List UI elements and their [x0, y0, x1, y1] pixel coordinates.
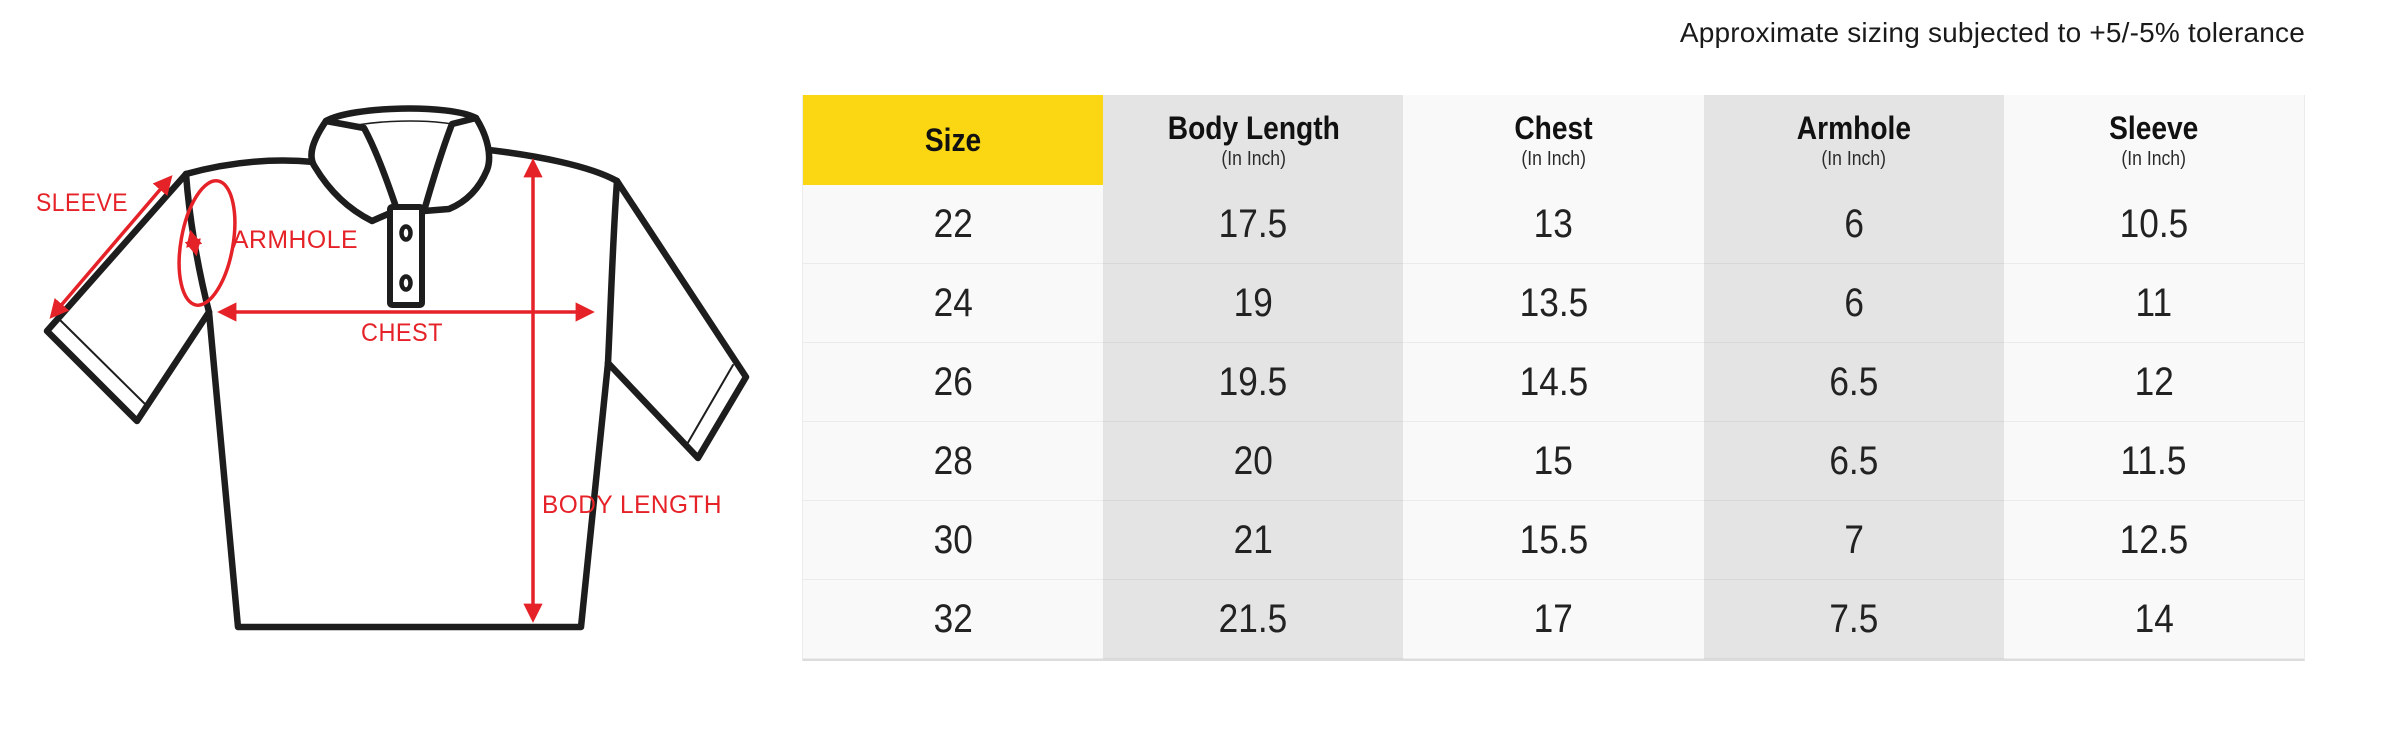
armhole-label: ARMHOLE	[232, 226, 358, 254]
collar-left-flap	[308, 117, 401, 225]
table-cell: 7.5	[1703, 580, 2004, 659]
table-cell: 12	[2003, 343, 2304, 422]
polo-shirt-diagram: SLEEVE ARMHOLE CHEST BODY LENGTH	[36, 105, 750, 631]
table-cell: 10.5	[2003, 185, 2304, 264]
armhole-measure-arrow	[184, 229, 203, 257]
table-cell: 21.5	[1103, 580, 1404, 659]
sleeve-label: SLEEVE	[36, 189, 128, 217]
collar-back	[322, 105, 480, 125]
table-cell: 21	[1103, 501, 1404, 580]
table-cell: 28	[803, 422, 1104, 501]
column-header-chest: Chest (In Inch)	[1403, 95, 1704, 185]
table-cell: 15	[1403, 422, 1704, 501]
right-cuff-seam	[685, 364, 734, 447]
table-cell: 20	[1103, 422, 1404, 501]
armhole-measure-ellipse	[177, 179, 237, 307]
table-cell: 13	[1403, 185, 1704, 264]
table-cell: 6	[1703, 185, 2004, 264]
column-header-body-length: Body Length (In Inch)	[1103, 95, 1404, 185]
table-cell: 19.5	[1103, 343, 1404, 422]
table-cell: 17	[1403, 580, 1704, 659]
size-table: Size Body Length (In Inch) Chest (In Inc…	[802, 95, 2305, 661]
body-outline	[205, 308, 612, 631]
table-cell: 24	[803, 264, 1104, 343]
shirt-outline	[43, 105, 750, 631]
table-cell: 11	[2003, 264, 2304, 343]
sleeve-measure-arrow	[49, 175, 173, 319]
collar-right-flap	[420, 114, 493, 215]
column-header-size: Size	[803, 95, 1104, 185]
table-cell: 6.5	[1703, 343, 2004, 422]
table-cell: 14	[2003, 580, 2304, 659]
table-cell: 7	[1703, 501, 2004, 580]
left-shoulder-line	[182, 157, 318, 178]
column-header-armhole: Armhole (In Inch)	[1703, 95, 2004, 185]
left-cuff-seam	[59, 319, 149, 408]
table-cell: 17.5	[1103, 185, 1404, 264]
table-cell: 14.5	[1403, 343, 1704, 422]
chest-label: CHEST	[361, 319, 443, 347]
body-length-label: BODY LENGTH	[542, 491, 722, 519]
right-shoulder-line	[476, 145, 621, 185]
column-header-sleeve: Sleeve (In Inch)	[2003, 95, 2304, 185]
table-cell: 32	[803, 580, 1104, 659]
table-cell: 13.5	[1403, 264, 1704, 343]
button-icon	[399, 274, 413, 292]
table-cell: 6	[1703, 264, 2004, 343]
table-cell: 15.5	[1403, 501, 1704, 580]
table-cell: 26	[803, 343, 1104, 422]
table-cell: 19	[1103, 264, 1404, 343]
right-sleeve	[604, 177, 750, 462]
table-cell: 22	[803, 185, 1104, 264]
table-cell: 6.5	[1703, 422, 2004, 501]
table-cell: 12.5	[2003, 501, 2304, 580]
table-cell: 30	[803, 501, 1104, 580]
right-armhole-seam	[604, 177, 621, 367]
button-icon	[399, 224, 413, 242]
table-cell: 11.5	[2003, 422, 2304, 501]
tolerance-note: Approximate sizing subjected to +5/-5% t…	[1679, 17, 2305, 48]
